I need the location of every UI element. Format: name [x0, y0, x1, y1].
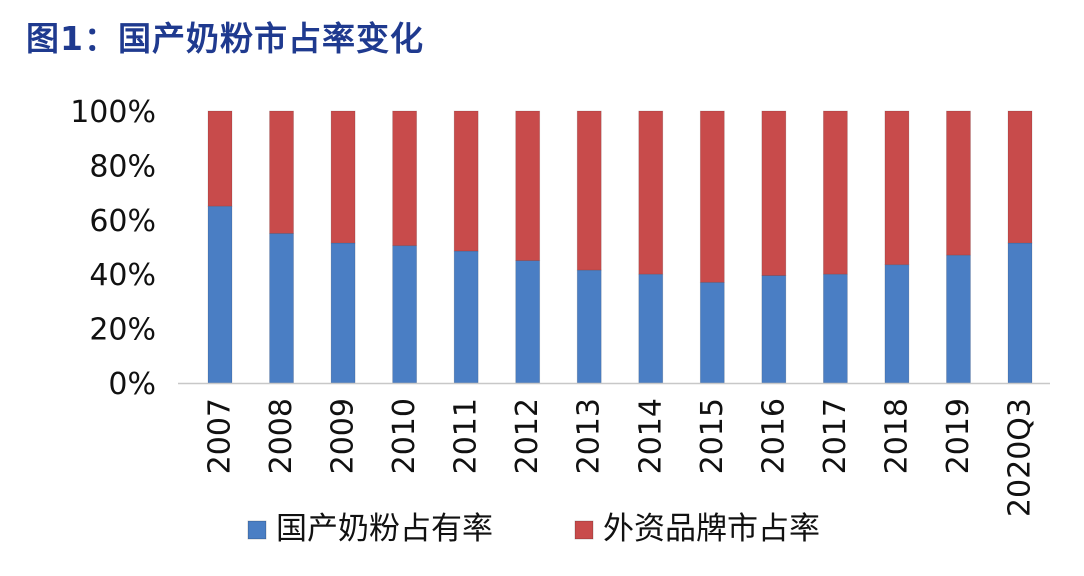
- y-tick-label: 60%: [89, 204, 156, 239]
- bar-foreign-share: [330, 110, 356, 244]
- bar-foreign-share: [453, 110, 479, 252]
- bar-foreign-share: [884, 110, 910, 266]
- chart-title: 图1：国产奶粉市占率变化: [26, 19, 424, 58]
- legend-label: 国产奶粉占有率: [276, 511, 493, 547]
- bar-foreign-share: [699, 110, 725, 283]
- x-tick-label: 2016: [756, 398, 791, 474]
- bar-foreign-share: [1007, 110, 1033, 244]
- x-tick-label: 2012: [510, 398, 545, 474]
- bar-foreign-share: [822, 110, 848, 275]
- x-tick-label: 2019: [941, 398, 976, 474]
- bar-domestic-share: [699, 281, 725, 384]
- y-tick-label: 40%: [89, 258, 156, 293]
- bar-domestic-share: [1007, 242, 1033, 384]
- x-tick-label: 2007: [203, 398, 238, 474]
- x-tick-label: 2020Q3: [1003, 398, 1038, 517]
- x-tick-label: 2011: [449, 398, 484, 474]
- bar-domestic-share: [269, 232, 294, 384]
- x-axis-labels: 2007 2008 2009 2010 2011 2012 2013 2014 2015 2016…: [203, 398, 1038, 517]
- bar-domestic-share: [515, 260, 541, 384]
- bar-foreign-share: [761, 110, 787, 276]
- legend-swatch: [247, 520, 267, 540]
- y-tick-label: 80%: [89, 149, 156, 184]
- x-tick-label: 2008: [264, 398, 299, 474]
- bar-domestic-share: [946, 254, 971, 384]
- legend-swatch: [574, 520, 594, 540]
- bar-domestic-share: [576, 269, 602, 384]
- bar-foreign-share: [946, 110, 971, 256]
- bar-domestic-share: [761, 275, 787, 384]
- x-tick-label: 2017: [818, 398, 853, 474]
- x-tick-label: 2015: [695, 398, 730, 474]
- x-tick-label: 2010: [387, 398, 422, 474]
- bar-foreign-share: [269, 110, 294, 234]
- x-tick-label: 2014: [633, 398, 668, 474]
- bar-foreign-share: [207, 110, 233, 207]
- legend-label: 外资品牌市占率: [603, 511, 820, 547]
- bar-domestic-share: [330, 242, 356, 384]
- bar-foreign-share: [576, 110, 602, 271]
- bar-domestic-share: [453, 250, 479, 384]
- bar-area: [207, 110, 1033, 384]
- y-tick-label: 20%: [89, 313, 156, 348]
- bar-domestic-share: [207, 205, 233, 384]
- bar-domestic-share: [822, 273, 848, 384]
- bar-domestic-share: [884, 264, 910, 384]
- x-tick-label: 2009: [326, 398, 361, 474]
- bar-foreign-share: [392, 110, 418, 247]
- y-axis: 0% 20% 40% 60% 80% 100%: [70, 95, 156, 402]
- legend: 国产奶粉占有率 外资品牌市占率: [247, 511, 820, 547]
- y-tick-label: 100%: [70, 95, 156, 130]
- bar-domestic-share: [638, 273, 664, 384]
- bar-foreign-share: [515, 110, 541, 262]
- x-tick-label: 2013: [572, 398, 607, 474]
- x-tick-label: 2018: [879, 398, 914, 474]
- bar-domestic-share: [392, 245, 418, 384]
- bar-foreign-share: [638, 110, 664, 275]
- y-tick-label: 0%: [108, 367, 156, 402]
